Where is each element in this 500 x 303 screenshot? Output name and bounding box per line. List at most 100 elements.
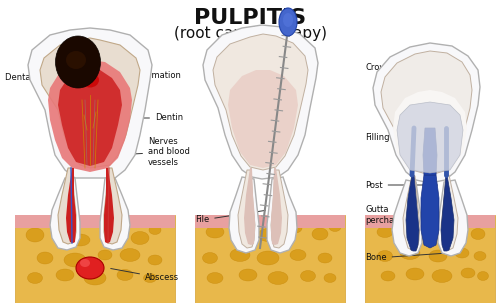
Polygon shape — [228, 70, 298, 168]
Polygon shape — [423, 128, 437, 175]
Polygon shape — [441, 175, 454, 251]
Ellipse shape — [461, 268, 475, 278]
Text: File: File — [195, 210, 266, 225]
Polygon shape — [229, 177, 259, 253]
Ellipse shape — [381, 271, 395, 281]
Polygon shape — [48, 60, 132, 172]
Polygon shape — [397, 102, 463, 173]
Ellipse shape — [207, 272, 223, 284]
Ellipse shape — [474, 251, 486, 261]
Ellipse shape — [283, 13, 293, 27]
Ellipse shape — [471, 228, 485, 239]
Polygon shape — [66, 168, 76, 243]
Ellipse shape — [66, 51, 86, 69]
Polygon shape — [195, 215, 345, 228]
Ellipse shape — [64, 253, 86, 267]
Text: Gutta
percha: Gutta percha — [365, 205, 445, 225]
Ellipse shape — [120, 248, 140, 261]
Polygon shape — [373, 43, 480, 183]
Text: Dentin: Dentin — [133, 114, 183, 122]
Ellipse shape — [26, 228, 44, 242]
Text: Bone: Bone — [365, 253, 445, 262]
Ellipse shape — [258, 228, 278, 241]
Polygon shape — [50, 178, 80, 250]
Ellipse shape — [80, 259, 90, 267]
Polygon shape — [15, 215, 175, 303]
Polygon shape — [441, 175, 458, 250]
Polygon shape — [421, 175, 439, 248]
Ellipse shape — [312, 228, 328, 240]
Ellipse shape — [378, 251, 392, 261]
Ellipse shape — [76, 257, 104, 279]
Ellipse shape — [144, 274, 156, 282]
Polygon shape — [381, 51, 472, 175]
Polygon shape — [393, 90, 467, 172]
Text: Post: Post — [365, 181, 437, 189]
Ellipse shape — [257, 251, 279, 265]
Polygon shape — [267, 177, 297, 253]
Ellipse shape — [401, 221, 415, 231]
Ellipse shape — [406, 268, 424, 280]
Text: Inflammation: Inflammation — [114, 72, 181, 89]
Ellipse shape — [117, 269, 133, 281]
Ellipse shape — [400, 247, 420, 259]
Text: Crown: Crown — [365, 56, 416, 72]
Polygon shape — [203, 25, 318, 179]
Ellipse shape — [206, 226, 224, 238]
Ellipse shape — [451, 223, 465, 233]
Polygon shape — [213, 34, 308, 170]
Ellipse shape — [70, 234, 90, 246]
Ellipse shape — [239, 269, 257, 281]
Ellipse shape — [423, 227, 441, 239]
Ellipse shape — [148, 255, 162, 265]
Polygon shape — [40, 38, 140, 168]
Ellipse shape — [288, 223, 302, 233]
Ellipse shape — [279, 8, 297, 36]
Ellipse shape — [432, 269, 452, 282]
Polygon shape — [195, 215, 345, 303]
Polygon shape — [104, 168, 122, 244]
Ellipse shape — [318, 253, 332, 263]
Polygon shape — [271, 168, 282, 245]
Ellipse shape — [230, 248, 250, 261]
Polygon shape — [15, 215, 175, 228]
Text: Filling: Filling — [365, 130, 439, 142]
Ellipse shape — [84, 271, 106, 285]
Ellipse shape — [56, 36, 100, 88]
Ellipse shape — [56, 269, 74, 281]
Text: Dental caries: Dental caries — [5, 59, 70, 82]
Ellipse shape — [300, 271, 316, 281]
Text: Nerves
and blood
vessels: Nerves and blood vessels — [118, 137, 190, 167]
Polygon shape — [271, 170, 288, 248]
Text: PULPITIS: PULPITIS — [194, 8, 306, 28]
Polygon shape — [365, 215, 495, 228]
Ellipse shape — [37, 252, 53, 264]
Ellipse shape — [429, 250, 447, 262]
Polygon shape — [365, 215, 495, 303]
Ellipse shape — [98, 250, 112, 260]
Ellipse shape — [455, 248, 469, 258]
Ellipse shape — [478, 271, 488, 281]
Ellipse shape — [268, 271, 288, 285]
Text: Abscess: Abscess — [110, 268, 179, 282]
Polygon shape — [28, 28, 152, 178]
Polygon shape — [104, 168, 114, 243]
Ellipse shape — [53, 223, 67, 233]
Polygon shape — [392, 180, 422, 256]
Ellipse shape — [329, 222, 341, 231]
Polygon shape — [58, 168, 76, 244]
Polygon shape — [438, 180, 468, 256]
Ellipse shape — [28, 272, 42, 284]
Ellipse shape — [81, 72, 99, 88]
Polygon shape — [403, 175, 420, 250]
Ellipse shape — [232, 220, 248, 230]
Ellipse shape — [202, 252, 218, 264]
Ellipse shape — [131, 231, 149, 245]
Ellipse shape — [324, 274, 336, 282]
Ellipse shape — [290, 249, 306, 261]
Polygon shape — [58, 68, 122, 166]
Polygon shape — [244, 168, 255, 245]
Polygon shape — [406, 175, 419, 251]
Polygon shape — [100, 178, 130, 250]
Text: (root canal therapy): (root canal therapy) — [174, 26, 326, 41]
